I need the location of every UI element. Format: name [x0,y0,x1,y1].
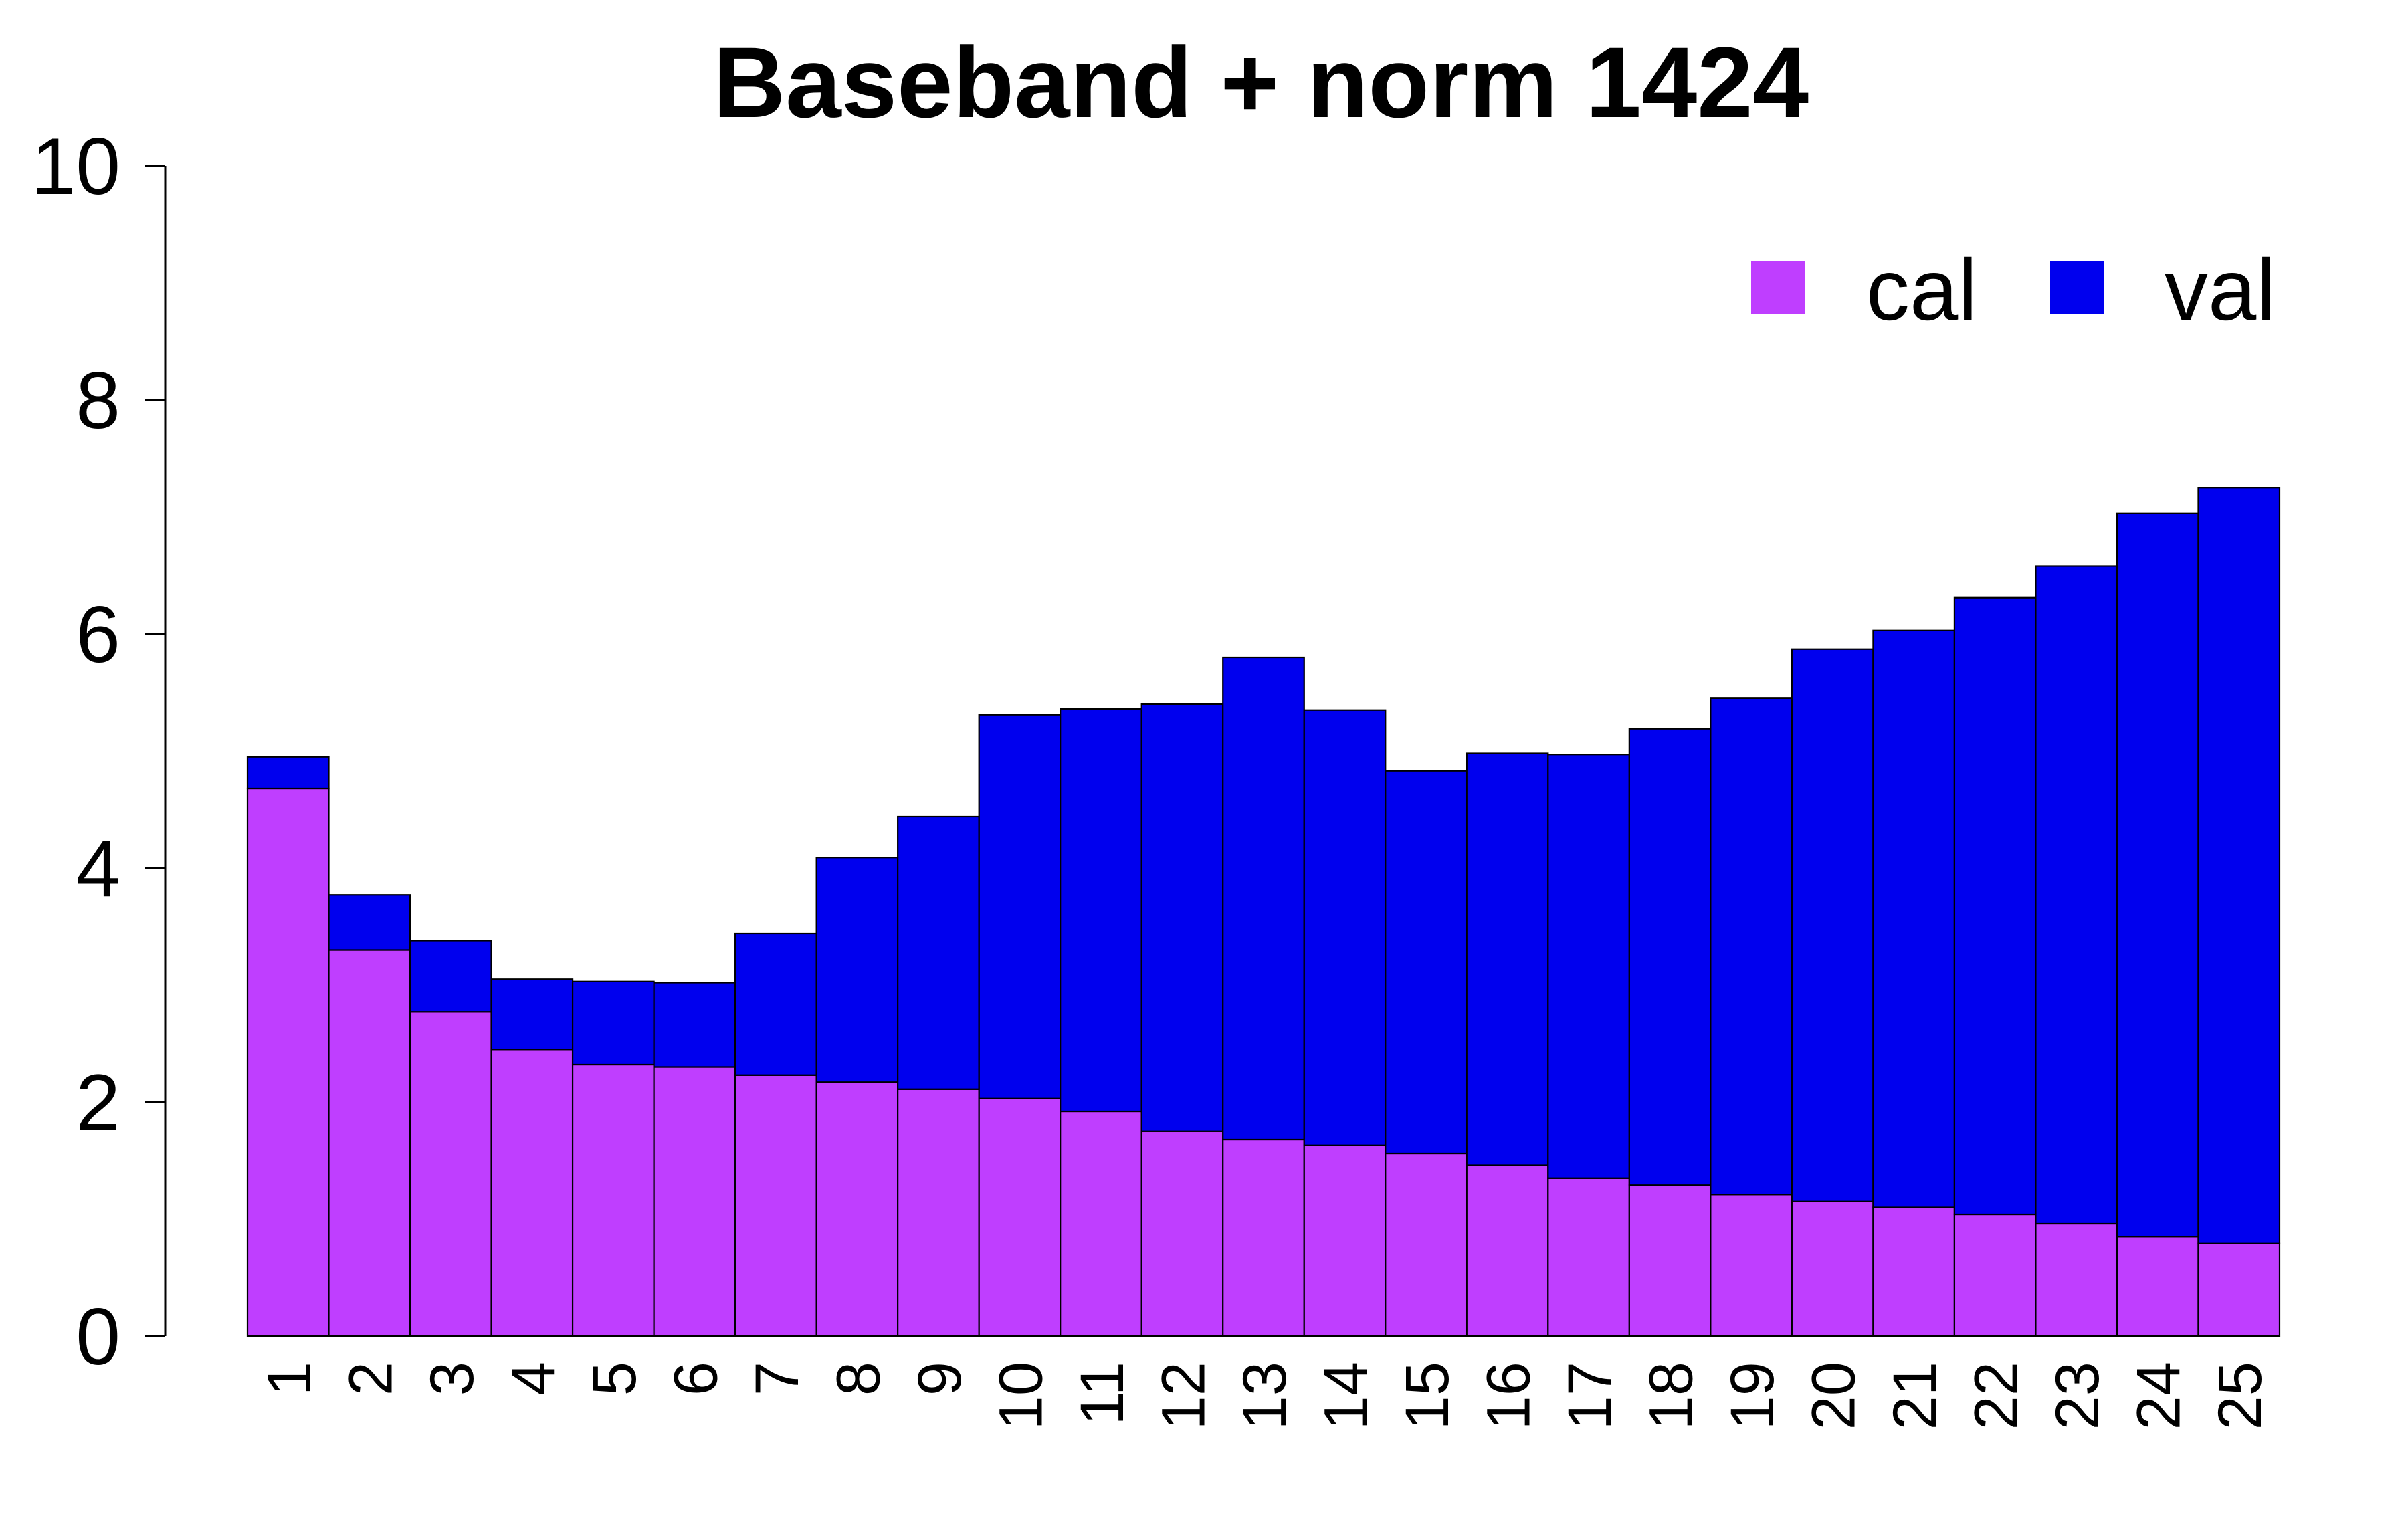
bar-cal-16 [1466,1164,1549,1337]
bar-cal-25 [2197,1242,2281,1337]
bar-cal-23 [2035,1222,2118,1337]
legend-swatch-cal [1751,261,1805,314]
y-tick-label: 2 [76,1058,120,1148]
x-tick-label: 6 [662,1362,730,1396]
bar-val-25 [2197,487,2281,1244]
bar-val-21 [1872,629,1956,1208]
bar-cal-24 [2116,1236,2199,1337]
legend-label-val: val [2165,241,2276,338]
bar-cal-3 [409,1011,492,1337]
bar-val-15 [1385,770,1468,1155]
x-tick-label: 20 [1800,1362,1868,1430]
bar-val-3 [409,940,492,1013]
bar-val-22 [1953,596,2037,1216]
bar-cal-4 [490,1049,574,1337]
bar-cal-18 [1628,1184,1712,1337]
x-tick-label: 22 [1963,1362,2031,1430]
bar-cal-7 [734,1074,817,1337]
bar-cal-5 [571,1063,655,1337]
bar-cal-20 [1791,1200,1874,1337]
x-tick-label: 21 [1881,1362,1949,1430]
x-tick-label: 2 [336,1362,405,1396]
x-tick-label: 17 [1556,1362,1624,1430]
bar-val-18 [1628,728,1712,1186]
bars-group [246,487,2281,1337]
x-tick-label: 9 [906,1362,974,1396]
bar-cal-6 [653,1066,736,1337]
bar-val-19 [1710,697,1793,1196]
bar-cal-11 [1060,1110,1142,1337]
bar-val-16 [1466,752,1549,1166]
x-tick-label: 14 [1312,1362,1381,1430]
bar-val-17 [1547,754,1630,1179]
y-tick-label: 0 [76,1292,120,1382]
bar-val-12 [1140,703,1224,1132]
bar-val-8 [815,857,899,1083]
x-tick-label: 12 [1149,1362,1217,1430]
x-tick-label: 19 [1718,1362,1787,1430]
x-tick-label: 25 [2206,1362,2274,1430]
x-tick-label: 4 [499,1362,567,1396]
bar-cal-8 [815,1081,899,1337]
y-tick-label: 10 [31,122,120,211]
bar-val-11 [1060,708,1142,1113]
bar-val-14 [1303,709,1387,1146]
x-tick-label: 24 [2125,1362,2193,1430]
y-tick-label: 8 [76,356,120,445]
x-tick-label: 11 [1068,1362,1136,1426]
x-tick-label: 23 [2043,1362,2112,1430]
bar-val-20 [1791,648,1874,1202]
bar-cal-17 [1547,1177,1630,1337]
bar-val-2 [328,894,411,951]
bar-cal-19 [1710,1194,1793,1337]
x-tick-label: 5 [581,1362,649,1396]
bar-val-24 [2116,512,2199,1238]
x-tick-label: 10 [987,1362,1055,1430]
bar-val-7 [734,932,817,1076]
bar-cal-13 [1222,1138,1305,1337]
bar-cal-21 [1872,1206,1956,1337]
bar-cal-1 [246,787,330,1337]
x-tick-label: 8 [824,1362,892,1396]
x-tick-label: 18 [1637,1362,1706,1430]
y-axis: 0 2 4 6 8 10 [31,122,167,1382]
x-tick-label: 1 [256,1362,324,1396]
bar-val-1 [246,756,330,790]
x-tick-labels: 1 2 3 4 5 6 7 8 9 10 11 12 13 14 15 16 17 18 19 20 21 22 23 24 2… [256,1362,2274,1430]
y-tick-label: 4 [76,824,120,913]
bar-val-4 [490,978,574,1051]
bar-val-23 [2035,565,2118,1225]
bar-cal-22 [1953,1213,2037,1337]
bar-val-10 [978,714,1062,1099]
bar-cal-12 [1140,1130,1224,1337]
bar-cal-9 [897,1088,980,1337]
bar-cal-14 [1303,1144,1387,1337]
bar-cal-10 [978,1097,1062,1337]
chart-title: Baseband + norm 1424 [713,26,1809,138]
x-tick-label: 15 [1393,1362,1462,1430]
legend-swatch-val [2050,261,2104,314]
x-tick-label: 3 [418,1362,486,1396]
bar-val-5 [571,980,655,1066]
bar-val-13 [1222,656,1305,1141]
bar-cal-15 [1385,1152,1468,1337]
x-tick-label: 16 [1475,1362,1543,1430]
bar-val-6 [653,982,736,1068]
bar-val-9 [897,815,980,1090]
y-tick-label: 6 [76,590,120,679]
x-tick-label: 7 [743,1362,811,1396]
bar-cal-2 [328,949,411,1337]
x-tick-label: 13 [1231,1362,1299,1430]
legend: cal val [1751,241,2276,338]
legend-label-cal: cal [1866,241,1977,338]
